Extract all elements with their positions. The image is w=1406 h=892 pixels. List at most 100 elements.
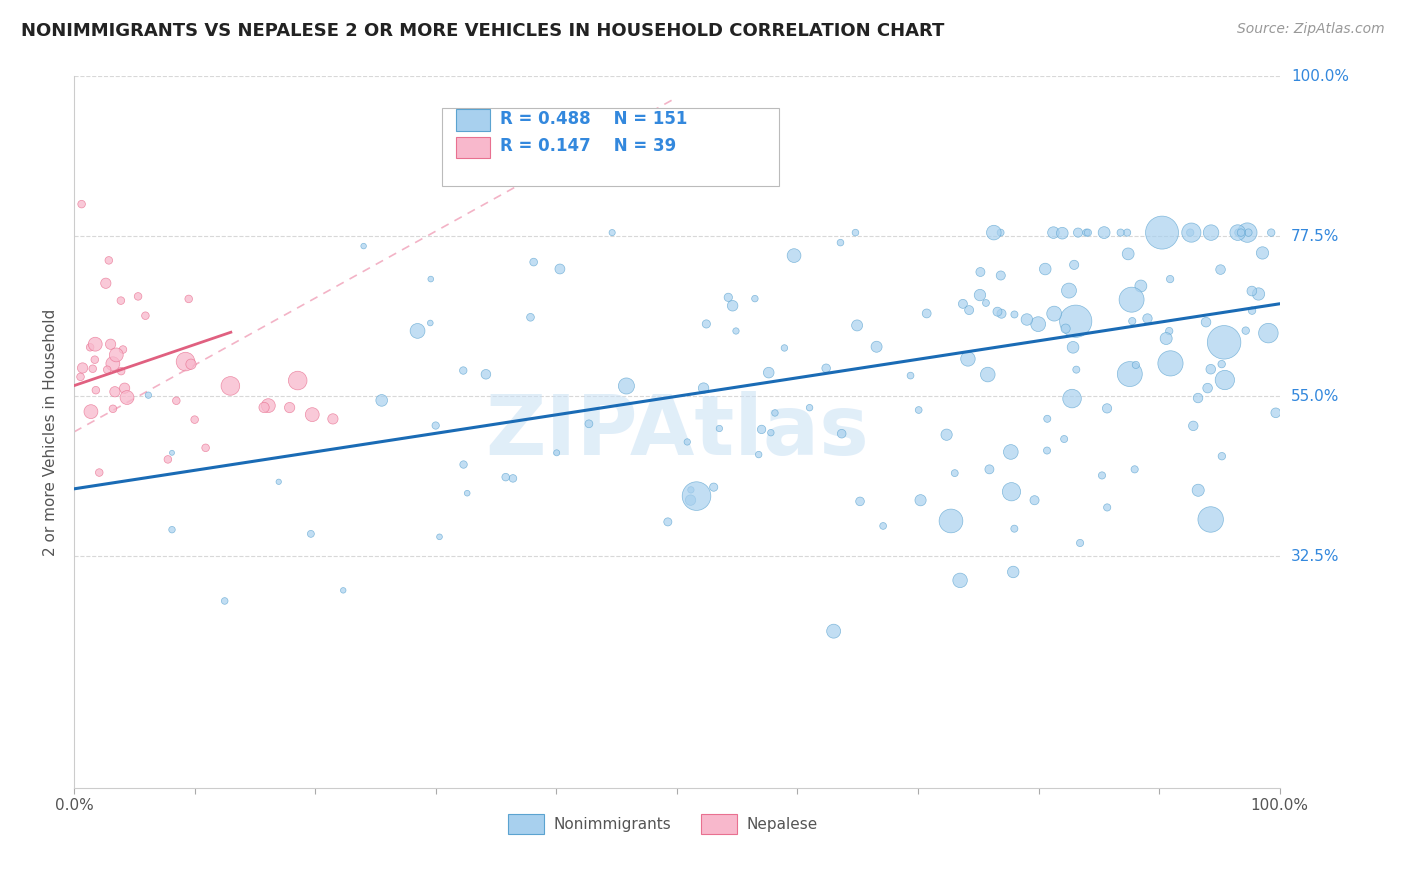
Point (1091, 468, 1114, 483)
Point (1095, 401, 1118, 416)
Point (1000, 445, 1022, 459)
Point (900, 368, 922, 383)
Point (156, 452, 179, 467)
Point (1076, 226, 1098, 240)
Point (1247, 287, 1270, 301)
Point (952, 297, 974, 311)
Point (96, 362, 118, 376)
Point (1197, 381, 1219, 395)
Point (979, 462, 1001, 476)
Point (495, 470, 517, 484)
Point (287, 374, 309, 388)
Point (1129, 279, 1152, 293)
Point (676, 434, 699, 449)
Point (370, 393, 392, 408)
Point (429, 530, 451, 544)
Point (69, 369, 91, 384)
Point (907, 403, 929, 417)
Point (578, 417, 600, 431)
Point (1213, 373, 1236, 387)
FancyBboxPatch shape (441, 108, 779, 186)
Point (956, 351, 979, 366)
Point (1227, 226, 1250, 240)
Point (1043, 307, 1066, 321)
Point (406, 324, 429, 338)
Point (1199, 226, 1222, 240)
Point (1054, 321, 1077, 335)
Point (1062, 340, 1084, 354)
Point (773, 341, 796, 355)
Point (115, 391, 138, 405)
Point (353, 239, 375, 253)
Point (616, 379, 638, 393)
Point (1150, 226, 1173, 240)
Text: Nonimmigrants: Nonimmigrants (554, 817, 672, 832)
Point (267, 475, 290, 489)
Text: Nepalese: Nepalese (747, 817, 818, 832)
Point (1159, 356, 1181, 370)
Point (1063, 258, 1085, 272)
Point (724, 324, 747, 338)
Point (1159, 272, 1181, 286)
Point (949, 574, 972, 588)
Point (1092, 226, 1115, 240)
Point (872, 519, 894, 533)
Point (846, 318, 869, 333)
Point (1057, 284, 1080, 298)
Point (253, 401, 276, 415)
Point (1209, 262, 1232, 277)
FancyBboxPatch shape (702, 814, 737, 834)
Point (1237, 226, 1260, 240)
Point (969, 288, 991, 302)
Point (1024, 493, 1046, 508)
Point (990, 226, 1012, 240)
Point (1226, 226, 1249, 240)
Point (1182, 418, 1205, 433)
Point (475, 368, 498, 382)
Point (105, 348, 128, 362)
Point (1053, 432, 1076, 446)
Point (1116, 226, 1139, 240)
Point (72, 361, 94, 376)
Point (101, 401, 124, 416)
Point (1125, 358, 1147, 372)
Point (1234, 324, 1257, 338)
Point (138, 388, 160, 402)
Point (1095, 500, 1118, 515)
Point (1067, 226, 1090, 240)
Point (456, 486, 478, 500)
Point (183, 412, 205, 426)
Point (685, 489, 707, 503)
Point (1180, 226, 1202, 240)
Point (1195, 315, 1218, 329)
Point (83, 352, 105, 367)
Point (692, 381, 714, 395)
Point (1123, 462, 1146, 476)
Text: 77.5%: 77.5% (1291, 228, 1339, 244)
Point (709, 421, 731, 435)
Point (94, 277, 117, 291)
Point (943, 466, 966, 480)
Point (177, 292, 200, 306)
Point (831, 426, 853, 441)
Point (983, 226, 1005, 240)
Point (1109, 226, 1132, 240)
Text: R = 0.488    N = 151: R = 0.488 N = 151 (499, 111, 688, 128)
Point (97, 253, 120, 268)
Point (783, 249, 806, 263)
Point (114, 381, 136, 395)
Point (453, 458, 475, 472)
Point (1026, 317, 1049, 331)
Point (278, 401, 301, 415)
Point (815, 361, 838, 376)
Point (1240, 284, 1263, 298)
Point (214, 594, 236, 608)
Point (1015, 312, 1038, 326)
Point (1257, 326, 1279, 340)
Point (1069, 536, 1091, 550)
Point (100, 337, 122, 351)
Point (174, 354, 197, 368)
Point (721, 299, 744, 313)
Point (104, 384, 127, 399)
Point (546, 446, 568, 460)
